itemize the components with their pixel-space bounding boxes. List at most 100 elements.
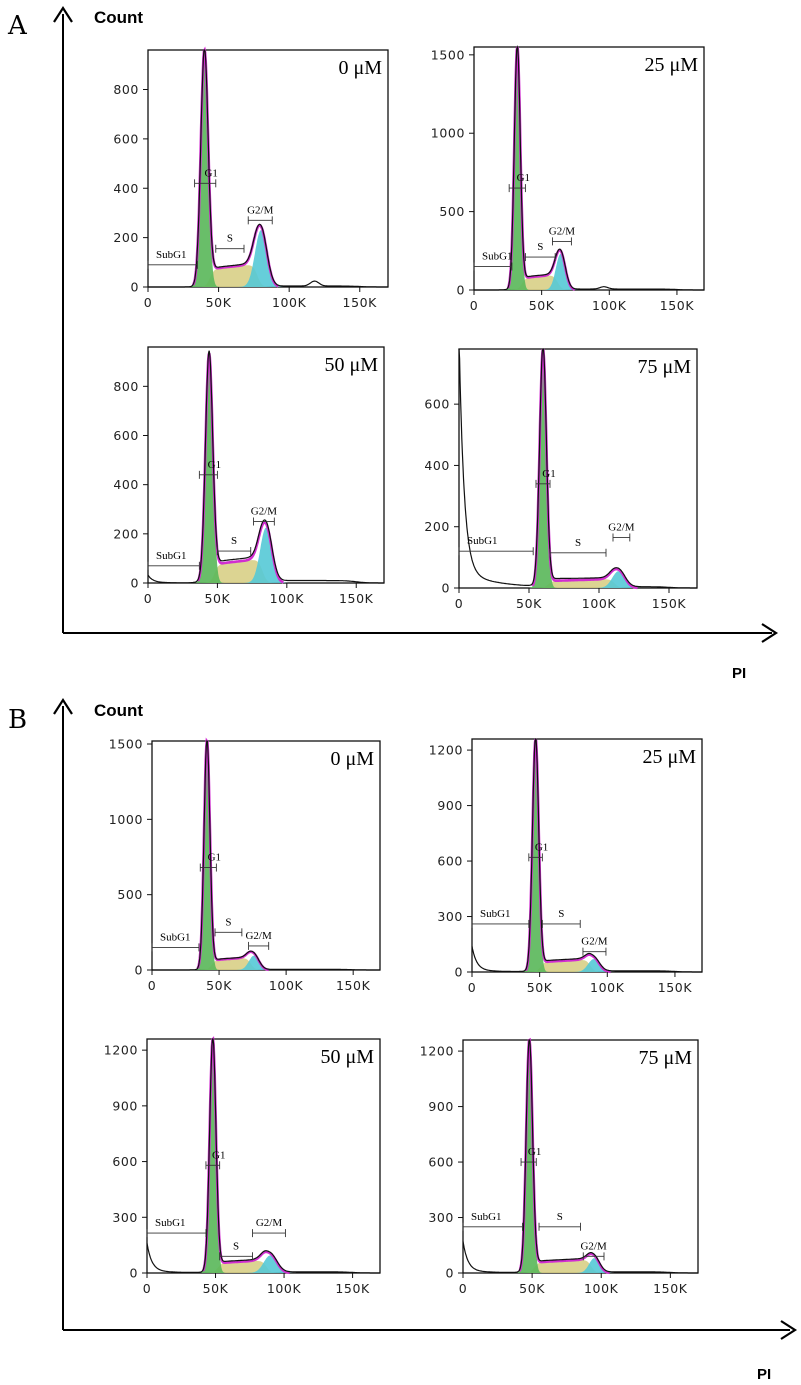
y-tick-label: 600 [113,131,139,146]
gate-subg1: SubG1 [146,1217,207,1238]
data-histogram-line [462,1039,698,1274]
panel-a-x-axis-label: PI [732,665,746,682]
y-tick-label: 900 [428,1099,454,1114]
gate-s: S [524,241,556,262]
gate-g2m: G2/M [251,506,278,526]
y-tick-label: 1000 [431,126,465,141]
x-tick-label: 150K [660,298,695,313]
gate-s: S [215,233,245,253]
x-tick-label: 0 [148,978,157,993]
gate-label: G1 [212,1149,225,1161]
gate-label: S [231,535,237,547]
plot-frame [146,1038,381,1274]
y-tick-label: 800 [113,379,139,394]
gate-label: S [537,241,543,253]
gate-g1: G1 [535,468,556,488]
gate-s: S [549,537,607,557]
gate-s: S [541,908,581,928]
data-histogram-line [474,45,704,291]
x-tick-label: 50K [206,295,232,310]
y-tick-label: 0 [129,1266,138,1281]
y-tick-label: 600 [113,428,139,443]
y-tick-label: 1000 [109,812,143,827]
histogram-b-50: 0 300 600 900 1200 0 50K 100K 150K 50 μM SubG1 G1 S G… [104,1036,381,1296]
gate-subg1: SubG1 [473,250,513,271]
panel-b-axes [53,697,798,1340]
histogram-a-0: 0 200 400 600 800 0 50K 100K 150K 0 μM SubG1 G1 S G2/… [113,46,389,310]
x-tick-label: 100K [269,978,304,993]
gate-g2m: G2/M [580,1240,607,1261]
y-tick-label: 600 [112,1154,138,1169]
x-tick-label: 50K [204,591,230,606]
gate-label: G2/M [580,1240,607,1252]
y-tick-label: 0 [130,280,139,295]
gate-label: S [575,537,581,549]
concentration-label: 75 μM [637,356,691,378]
data-histogram-line [471,738,702,973]
gate-g2m: G2/M [608,521,635,542]
gate-label: G2/M [251,506,278,518]
gate-g2m: G2/M [247,204,274,225]
x-tick-label: 50K [529,298,555,313]
y-tick-label: 1500 [109,737,143,752]
panel-b-letter: B [8,705,27,735]
y-tick-label: 200 [113,230,139,245]
gate-label: G1 [542,468,555,480]
data-histogram-line [146,1038,380,1274]
gate-label: SubG1 [155,1217,186,1229]
gate-g1: G1 [508,172,530,193]
gate-label: G1 [208,852,221,864]
y-tick-label: 600 [437,854,463,869]
gate-label: SubG1 [482,250,513,262]
x-tick-label: 0 [143,1281,152,1296]
gate-label: S [557,1211,563,1223]
histogram-a-25: 0 500 1000 1500 0 50K 100K 150K 25 μM SubG1 G1 S G2/… [431,45,705,313]
gate-label: G2/M [247,204,274,216]
x-tick-label: 50K [519,1281,545,1296]
gate-subg1: SubG1 [458,535,534,556]
data-histogram-line [147,350,384,584]
y-tick-label: 1500 [431,47,465,62]
histogram-panels: 0 200 400 600 800 0 50K 100K 150K 0 μM SubG1 G1 S G2/… [104,45,705,1296]
gate-subg1: SubG1 [151,931,200,952]
y-tick-label: 0 [454,965,463,980]
y-tick-label: 500 [117,887,143,902]
y-tick-label: 200 [113,526,139,541]
y-tick-label: 0 [445,1266,454,1281]
gate-label: S [225,916,231,928]
data-histogram-line [148,49,388,288]
y-tick-label: 400 [113,477,139,492]
gate-s: S [538,1211,581,1231]
s-phase-fill [474,275,704,290]
gate-g2m: G2/M [581,936,608,956]
gate-subg1: SubG1 [147,249,198,269]
x-tick-label: 50K [206,978,232,993]
x-tick-label: 50K [203,1281,229,1296]
gate-label: S [227,233,233,245]
histogram-b-0: 0 500 1000 1500 0 50K 100K 150K 0 μM SubG1 G1 S G2/M [109,737,381,993]
gate-subg1: SubG1 [462,1211,523,1231]
x-tick-label: 100K [272,295,307,310]
y-tick-label: 600 [428,1155,454,1170]
x-tick-label: 0 [459,1281,468,1296]
gate-g2m: G2/M [245,930,272,950]
gate-g2m: G2/M [549,225,575,246]
concentration-label: 0 μM [330,748,374,770]
y-tick-label: 300 [112,1210,138,1225]
y-tick-label: 900 [437,798,463,813]
gate-g1: G1 [194,167,218,188]
plot-frame [471,738,703,973]
x-tick-label: 150K [652,596,687,611]
x-tick-label: 0 [144,591,153,606]
y-tick-label: 0 [130,576,139,591]
x-tick-label: 150K [343,295,378,310]
data-histogram-line [458,348,697,589]
gate-label: G2/M [256,1217,283,1229]
x-tick-label: 100K [270,591,305,606]
data-histogram-line [152,740,380,971]
gate-label: S [558,908,564,920]
panel-a-axes [53,5,779,643]
gate-label: SubG1 [156,249,187,261]
gate-label: G1 [204,167,217,179]
